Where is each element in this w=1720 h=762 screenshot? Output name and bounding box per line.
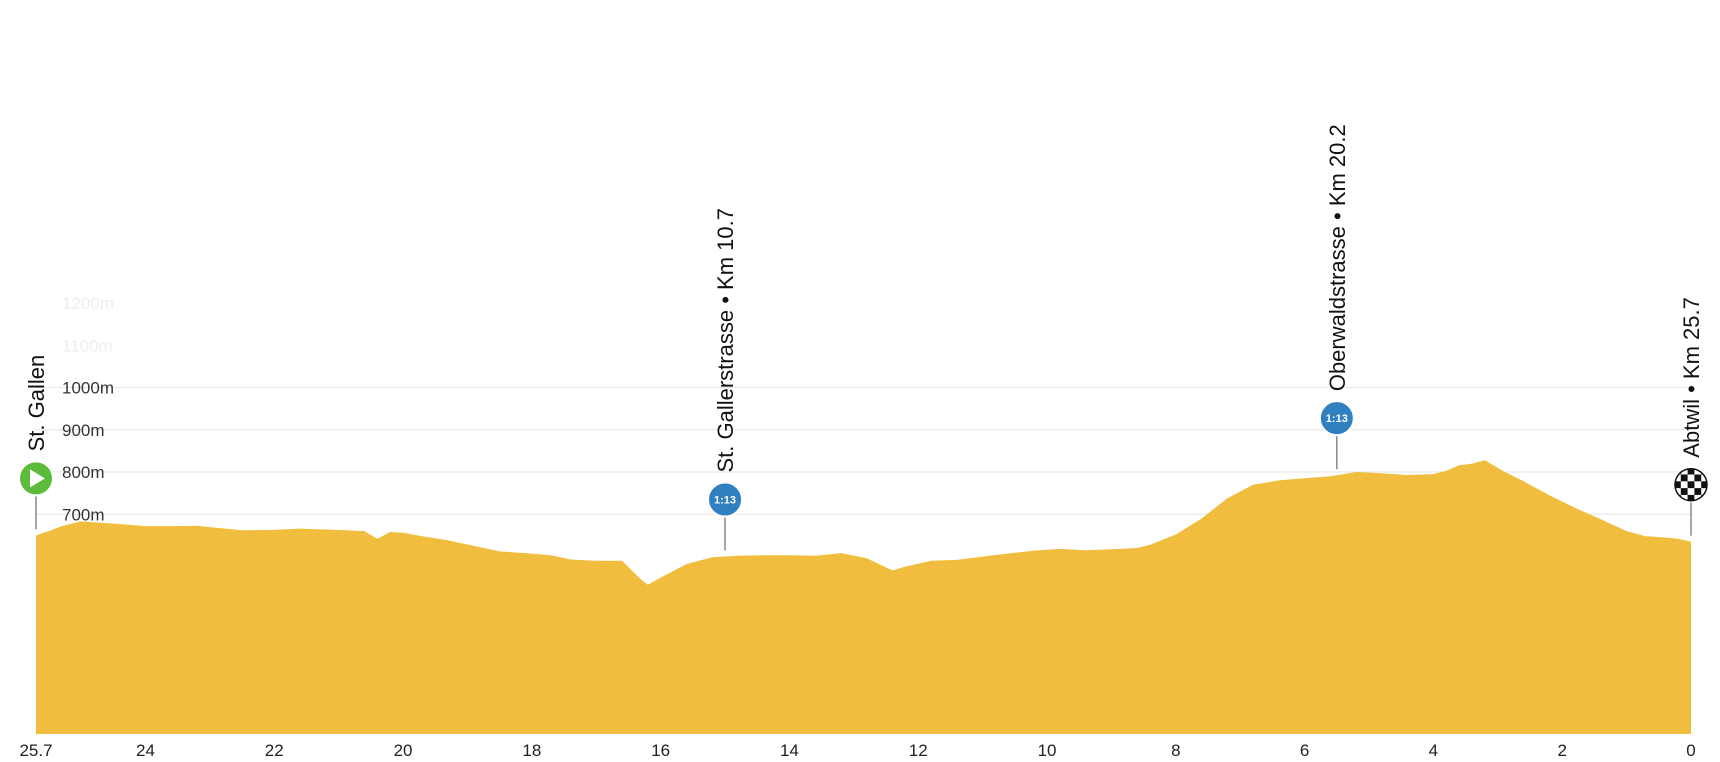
x-tick-label: 8: [1171, 741, 1180, 760]
marker-sprint: 1:13 Oberwaldstrasse • Km 20.2: [1318, 124, 1355, 470]
sprint-badge: [707, 481, 744, 518]
marker-label: Abtwil • Km 25.7: [1679, 297, 1704, 458]
marker-label: St. Gallerstrasse • Km 10.7: [713, 208, 738, 472]
y-tick-label: 900m: [62, 421, 105, 440]
x-tick-label: 25.7: [19, 741, 52, 760]
finish-flag-icon: [1675, 468, 1707, 501]
sprint-badge: [1318, 400, 1355, 437]
marker-sprint: 1:13 St. Gallerstrasse • Km 10.7: [707, 208, 744, 551]
marker-finish: Abtwil • Km 25.7: [1674, 297, 1708, 536]
x-tick-label: 18: [522, 741, 541, 760]
y-tick-label: 1000m: [62, 379, 114, 398]
x-tick-label: 4: [1429, 741, 1438, 760]
elevation-area: [36, 460, 1691, 734]
x-tick-label: 20: [394, 741, 413, 760]
marker-label: Oberwaldstrasse • Km 20.2: [1325, 124, 1350, 391]
route-markers: St. Gallen 1:13 St. Gallerstrasse • Km 10.…: [18, 124, 1708, 551]
sprint-badge-text: 1:13: [714, 495, 736, 507]
y-tick-label: 1200m: [62, 294, 114, 313]
y-tick-label: 800m: [62, 463, 105, 482]
x-tick-label: 0: [1686, 741, 1695, 760]
play-glyph: [30, 469, 45, 488]
elevation-area-layer: [36, 460, 1691, 734]
x-tick-label: 6: [1300, 741, 1309, 760]
x-tick-label: 24: [136, 741, 155, 760]
y-tick-label: 700m: [62, 505, 105, 524]
x-tick-label: 14: [780, 741, 799, 760]
sprint-badge-text: 1:13: [1326, 413, 1348, 425]
y-tick-label: 1100m: [62, 336, 113, 355]
x-tick-label: 16: [651, 741, 670, 760]
x-tick-label: 12: [909, 741, 928, 760]
x-tick-label: 22: [265, 741, 284, 760]
marker-label: St. Gallen: [24, 355, 49, 452]
x-tick-label: 10: [1038, 741, 1057, 760]
x-axis-labels: 25.7 24 22 20 18 16 14 12 10 8 6 4 2 0: [19, 741, 1695, 760]
x-tick-label: 2: [1557, 741, 1566, 760]
marker-start: St. Gallen: [18, 355, 54, 530]
